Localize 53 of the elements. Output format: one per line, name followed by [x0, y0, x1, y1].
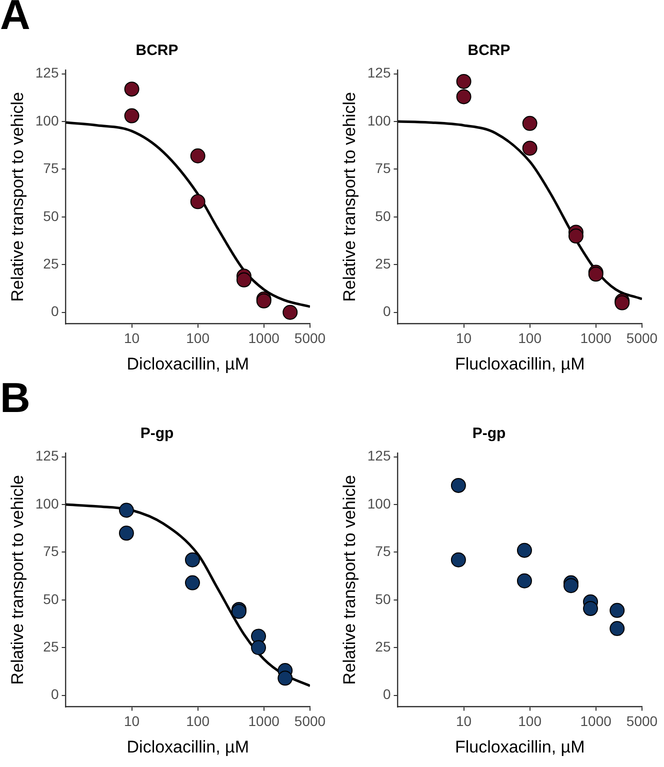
x-tick-label: 100	[518, 713, 542, 730]
x-tick-label: 100	[186, 330, 210, 346]
x-tick-label: 10	[456, 330, 472, 346]
chart-title: BCRP	[136, 42, 178, 60]
x-tick-label: 10	[124, 330, 140, 346]
y-tick-label: 25	[43, 638, 59, 655]
y-axis-title: Relative transport to vehicle	[8, 475, 27, 685]
y-tick-label: 100	[367, 495, 391, 512]
x-tick-label: 5000	[294, 330, 326, 346]
x-axis-title: Dicloxacillin, µM	[126, 737, 249, 756]
y-tick-label: 100	[35, 112, 59, 128]
y-tick-label: 25	[375, 256, 391, 272]
y-axis-title: Relative transport to vehicle	[8, 92, 27, 302]
y-tick-label: 100	[35, 495, 59, 512]
y-tick-label: 125	[367, 448, 391, 464]
y-tick-label: 75	[43, 543, 59, 560]
y-tick-label: 75	[43, 160, 59, 176]
x-tick-label: 1000	[580, 330, 612, 346]
y-tick-label: 25	[43, 256, 59, 272]
y-axis-title: Relative transport to vehicle	[340, 92, 359, 302]
y-tick-label: 50	[43, 590, 59, 607]
chart-title: BCRP	[468, 42, 510, 60]
y-tick-label: 0	[50, 686, 59, 702]
y-tick-label: 50	[43, 208, 59, 224]
x-tick-label: 5000	[294, 713, 326, 730]
y-tick-label: 25	[375, 638, 391, 655]
y-tick-label: 50	[375, 208, 391, 224]
y-tick-label: 75	[375, 160, 391, 176]
x-tick-label: 100	[518, 330, 542, 346]
x-tick-label: 1000	[580, 713, 612, 730]
x-axis-title: Flucloxacillin, µM	[454, 354, 585, 374]
y-tick-label: 0	[50, 303, 59, 320]
x-tick-label: 1000	[248, 713, 280, 730]
y-tick-label: 125	[367, 64, 391, 81]
y-axis-title: Relative transport to vehicle	[340, 475, 359, 685]
x-tick-label: 100	[186, 713, 210, 730]
x-axis-title: Flucloxacillin, µM	[454, 737, 585, 756]
y-tick-label: 75	[375, 543, 391, 560]
y-tick-label: 50	[375, 590, 391, 607]
y-tick-label: 100	[367, 112, 391, 128]
chart-title: P-gp	[140, 425, 174, 442]
x-tick-label: 10	[124, 713, 140, 730]
chart-title: P-gp	[472, 425, 506, 442]
x-tick-label: 5000	[626, 330, 658, 346]
x-tick-label: 5000	[626, 713, 658, 730]
y-tick-label: 125	[35, 448, 59, 464]
x-axis-title: Dicloxacillin, µM	[126, 354, 249, 374]
x-tick-label: 10	[456, 713, 472, 730]
y-tick-label: 125	[35, 64, 59, 81]
text: B	[0, 374, 30, 421]
x-tick-label: 1000	[248, 330, 280, 346]
y-tick-label: 0	[382, 686, 391, 702]
y-tick-label: 0	[382, 303, 391, 320]
